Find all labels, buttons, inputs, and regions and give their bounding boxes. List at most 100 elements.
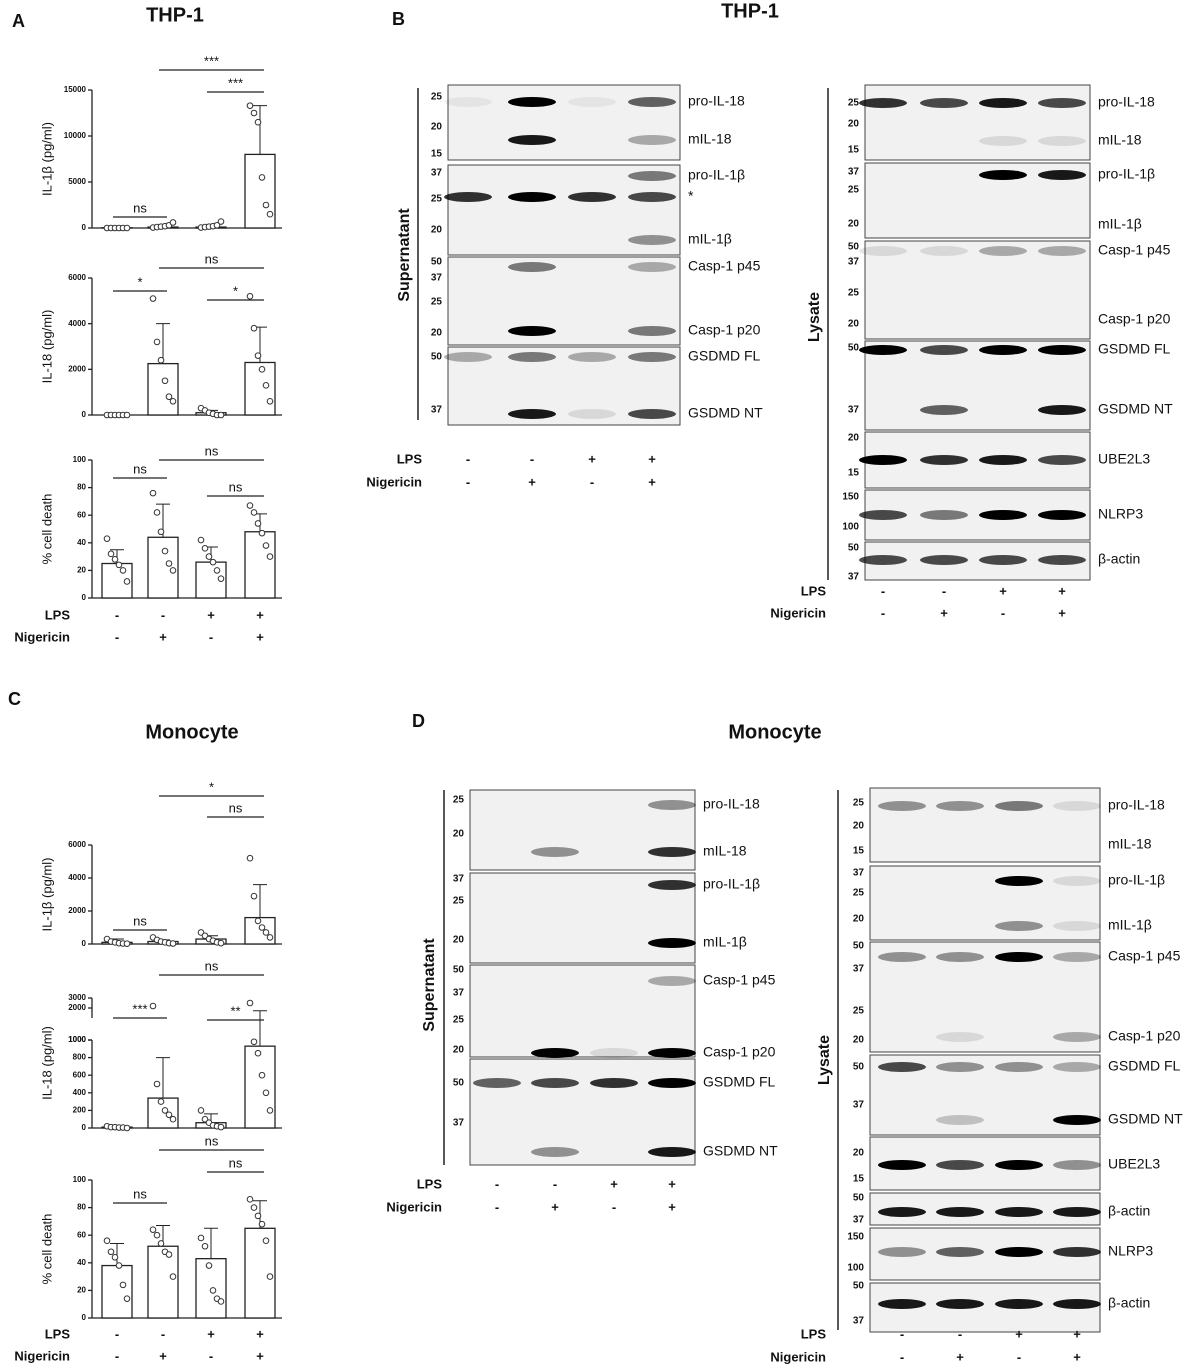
y-tick-label: 6000: [68, 840, 86, 849]
y-tick-label: 400: [73, 1088, 87, 1097]
condition-sign: -: [161, 1326, 165, 1341]
mw-marker: 20: [431, 328, 443, 339]
condition-sign: -: [900, 1326, 904, 1341]
y-tick-label: 40: [77, 538, 86, 547]
band-label: pro-IL-18: [1098, 94, 1155, 110]
condition-sign: +: [956, 1349, 964, 1364]
band: [878, 1299, 926, 1309]
mw-marker: 25: [453, 1015, 465, 1026]
data-point: [246, 854, 254, 862]
condition-sign: +: [551, 1199, 559, 1214]
mw-marker: 37: [848, 167, 860, 178]
y-axis-label: IL-18 (pg/ml): [39, 1026, 54, 1100]
band: [531, 1048, 579, 1058]
condition-sign: +: [648, 451, 656, 466]
condition-sign: -: [466, 474, 470, 489]
data-point: [246, 102, 254, 109]
data-point: [250, 324, 258, 332]
significance-label: ns: [205, 443, 219, 458]
mw-marker: 37: [848, 257, 860, 268]
band-label: GSDMD FL: [1098, 341, 1171, 357]
band-label: Casp-1 p45: [703, 972, 776, 988]
mw-marker: 37: [453, 1118, 465, 1129]
data-point: [258, 1071, 266, 1079]
group-label: Lysate: [816, 1035, 833, 1085]
mw-marker: 25: [453, 795, 465, 806]
band: [628, 235, 676, 245]
band-label: pro-IL-18: [703, 796, 760, 812]
data-point: [107, 550, 115, 558]
band: [936, 1062, 984, 1072]
band: [878, 1207, 926, 1217]
panel-label: D: [412, 711, 425, 731]
bar: [147, 362, 179, 416]
y-tick-label: 1000: [68, 1035, 86, 1044]
mw-marker: 37: [853, 868, 865, 879]
band: [568, 352, 616, 362]
blot-strip: [864, 240, 1091, 340]
band-label: pro-IL-18: [688, 93, 745, 109]
y-axis-label: % cell death: [39, 1214, 54, 1285]
panel-label: A: [12, 11, 25, 31]
data-point: [123, 411, 131, 419]
significance-label: ns: [229, 1155, 243, 1170]
band: [1053, 1062, 1101, 1072]
blot-strip: [447, 84, 681, 161]
error-bar: [253, 884, 267, 918]
band: [920, 246, 968, 256]
band: [859, 510, 907, 520]
data-point: [161, 1107, 169, 1114]
blot-strip: [469, 964, 696, 1058]
band: [1038, 510, 1086, 520]
band-label: mIL-1β: [1098, 216, 1142, 232]
y-tick-label: 60: [77, 510, 86, 519]
band: [1053, 921, 1101, 931]
data-point: [209, 558, 217, 566]
band: [1038, 345, 1086, 355]
condition-sign: +: [1073, 1349, 1081, 1364]
condition-name: Nigericin: [14, 629, 70, 644]
mw-marker: 50: [853, 1062, 865, 1073]
y-tick-label: 80: [77, 1203, 86, 1212]
condition-sign: -: [209, 1348, 213, 1363]
band: [995, 952, 1043, 962]
mw-marker: 37: [431, 273, 443, 284]
condition-name: LPS: [801, 1326, 827, 1341]
panel-title: Monocyte: [145, 721, 238, 743]
condition-sign: -: [1017, 1349, 1021, 1364]
band: [920, 405, 968, 415]
condition-sign: +: [159, 629, 167, 644]
data-point: [254, 118, 262, 126]
band-label: GSDMD NT: [688, 405, 763, 421]
significance-label: ns: [205, 1133, 219, 1148]
data-point: [169, 1273, 177, 1280]
band: [628, 409, 676, 419]
group-label: Lysate: [806, 292, 823, 342]
y-tick-label: 0: [82, 1123, 87, 1132]
data-point: [157, 1098, 165, 1105]
y-tick-label: 800: [73, 1053, 87, 1062]
significance-label: ns: [133, 461, 147, 476]
y-tick-label: 10000: [64, 131, 87, 140]
condition-sign: +: [1058, 583, 1066, 598]
band: [920, 455, 968, 465]
y-tick-label: 3000: [68, 993, 86, 1002]
band-label: UBE2L3: [1098, 451, 1150, 467]
band: [628, 97, 676, 107]
significance-label: ns: [133, 1186, 147, 1201]
mw-marker: 20: [453, 1045, 465, 1056]
data-point: [115, 561, 123, 569]
data-point: [201, 1242, 209, 1250]
mw-marker: 25: [431, 297, 443, 308]
data-point: [123, 1295, 131, 1302]
band: [628, 352, 676, 362]
data-point: [217, 218, 225, 225]
y-tick-label: 200: [73, 1106, 87, 1115]
panel-title: Monocyte: [728, 721, 821, 743]
error-bar: [253, 105, 267, 155]
data-point: [149, 295, 157, 302]
significance-label: ns: [133, 913, 147, 928]
mw-marker: 15: [848, 468, 860, 479]
band-label: Casp-1 p45: [1108, 948, 1181, 964]
